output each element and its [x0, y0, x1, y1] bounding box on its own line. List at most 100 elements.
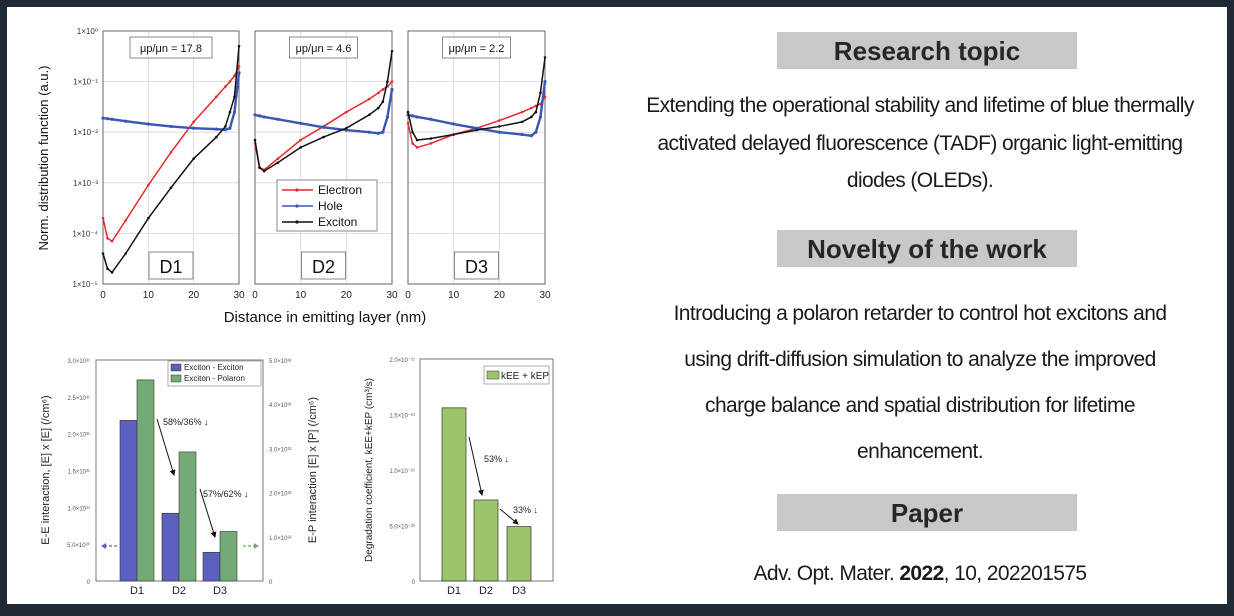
x-tick-label: D3	[213, 585, 227, 597]
mobility-ratio-label: μp/μn = 17.8	[129, 36, 213, 59]
x-tick-label: 0	[405, 290, 411, 301]
legend-item: Electron	[318, 183, 362, 197]
research-topic-text: Extending the operational stability and …	[620, 87, 1220, 200]
y-tick-label: 1×10⁰	[77, 27, 98, 36]
series-electron	[407, 96, 546, 149]
y-tick-label: 0	[412, 580, 416, 586]
figure-area: 1×10⁰ 1×10⁻¹ 1×10⁻² 1×10⁻³ 1×10⁻⁴ 1×10⁻⁵ Norm.…	[7, 7, 607, 604]
y-right-tick-label: 5.0×10³²	[269, 359, 292, 365]
novelty-line: Introducing a polaron retarder to contro…	[673, 302, 1167, 325]
bar-exciton-polaron	[219, 531, 238, 582]
x-tick-label: D2	[172, 585, 186, 597]
novelty-text: Introducing a polaron retarder to contro…	[620, 291, 1220, 475]
paper-year: 2022	[899, 562, 944, 585]
y-tick-label: 0	[87, 580, 91, 586]
degradation-bar-chart: 2.0×10⁻²¹ 1.5×10⁻²¹ 1.0×10⁻²¹ 5.0×10⁻²² 0 Deg…	[364, 358, 554, 597]
y-right-tick-label: 2.0×10³²	[269, 492, 292, 498]
y-axis-label: Norm. distribution function (a.u.)	[36, 66, 51, 251]
figure-svg: 1×10⁰ 1×10⁻¹ 1×10⁻² 1×10⁻³ 1×10⁻⁴ 1×10⁻⁵ Norm.…	[36, 27, 554, 597]
plot-frame	[254, 30, 393, 285]
mobility-ratio-label: μp/μn = 2.2	[442, 36, 511, 59]
paper-citation: Adv. Opt. Mater. 2022, 10, 202201575	[620, 560, 1220, 588]
bar-degradation	[506, 526, 532, 582]
bar-exciton-exciton	[119, 420, 138, 582]
device-label: D2	[301, 251, 346, 280]
y-tick-label: 2.0×10⁻²¹	[389, 358, 415, 364]
novelty-line: using drift-diffusion simulation to anal…	[684, 348, 1156, 371]
y-tick-label: 1×10⁻⁵	[72, 280, 98, 289]
x-tick-label: 20	[188, 290, 200, 301]
plot-frame	[407, 30, 546, 285]
y-right-tick-label: 0	[269, 580, 273, 586]
y-right-axis-label: E-P interaction [E] x [P] (/cm⁶)	[307, 397, 319, 543]
y-tick-label: 2.5×10³¹	[67, 396, 90, 402]
research-topic-line: activated delayed fluorescence (TADF) or…	[657, 131, 1183, 155]
paper-heading: Paper	[777, 494, 1077, 531]
series-electron	[102, 66, 240, 243]
reduction-annotation: 57%/62% ↓	[203, 489, 249, 499]
y-tick-label: 1×10⁻³	[73, 179, 98, 188]
y-right-tick-label: 4.0×10³²	[269, 403, 292, 409]
svg-text:μp/μn = 4.6: μp/μn = 4.6	[296, 43, 352, 55]
x-tick-label: 0	[252, 290, 258, 301]
x-tick-label: 30	[233, 290, 245, 301]
y-tick-label: 1×10⁻¹	[73, 78, 98, 87]
x-tick-label: 10	[295, 290, 307, 301]
svg-text:D2: D2	[312, 257, 335, 277]
device-label: D3	[454, 251, 499, 280]
bar-exciton-exciton	[202, 551, 221, 582]
x-tick-label: 20	[494, 290, 506, 301]
y-tick-label: 2.0×10³¹	[67, 433, 90, 439]
legend-item: Exciton - Exciton	[184, 363, 244, 372]
y-axis-label: E-E interaction, [E] x [E] (/cm⁶)	[40, 395, 52, 544]
novelty-heading: Novelty of the work	[777, 230, 1077, 267]
x-tick-label: 30	[386, 290, 398, 301]
info-panel: Research topic Extending the operational…	[620, 7, 1227, 604]
reduction-annotation: 58%/36% ↓	[163, 417, 209, 427]
y-tick-label: 3.0×10³¹	[67, 359, 90, 365]
x-tick-label: D2	[479, 585, 493, 597]
interaction-bar-chart: 3.0×10³¹ 2.5×10³¹ 2.0×10³¹ 1.5×10³¹ 1.0×10³¹…	[40, 359, 319, 597]
y-tick-label: 1.0×10³¹	[67, 506, 90, 512]
line-legend: Electron Hole Exciton	[276, 179, 378, 232]
y-tick-label: 1.5×10⁻²¹	[389, 414, 415, 420]
research-topic-line: Extending the operational stability and …	[646, 94, 1194, 117]
y-tick-label: 1×10⁻⁴	[72, 229, 98, 238]
series-exciton	[254, 51, 393, 173]
device-label: D1	[148, 251, 194, 280]
bar-exciton-exciton	[161, 512, 180, 582]
legend-item: Exciton	[318, 215, 357, 229]
x-tick-label: 10	[143, 290, 155, 301]
left-axis-arrow-icon	[101, 543, 106, 549]
x-axis-label: Distance in emitting layer (nm)	[224, 309, 427, 326]
distribution-plot-d3: 0 10 20 30 μp/μn = 2.2 D3	[405, 30, 551, 301]
y-right-tick-label: 1.0×10³²	[269, 536, 292, 542]
y-tick-label: 5.0×10³⁰	[67, 542, 91, 549]
y-tick-label: 1.5×10³¹	[67, 470, 90, 476]
legend-item: Exciton - Polaron	[184, 374, 245, 383]
bar-exciton-polaron	[178, 451, 197, 582]
legend-item: kEE + kEP	[501, 371, 549, 382]
slide-frame: 1×10⁰ 1×10⁻¹ 1×10⁻² 1×10⁻³ 1×10⁻⁴ 1×10⁻⁵ Norm.…	[7, 7, 1227, 604]
svg-text:D3: D3	[465, 257, 488, 277]
x-tick-label: 10	[448, 290, 460, 301]
series-exciton	[407, 57, 546, 141]
x-tick-label: 20	[341, 290, 353, 301]
y-tick-label: 1.0×10⁻²¹	[389, 469, 415, 475]
svg-text:μp/μn = 2.2: μp/μn = 2.2	[449, 43, 505, 55]
plot-frame	[102, 30, 240, 285]
reduction-annotation: 53% ↓	[484, 454, 509, 464]
x-tick-label: 30	[539, 290, 551, 301]
legend-item: Hole	[318, 199, 343, 213]
x-tick-label: D1	[447, 585, 461, 597]
bar-exciton-polaron	[136, 379, 155, 582]
bar-degradation	[473, 499, 499, 582]
y-right-tick-label: 3.0×10³²	[269, 447, 292, 453]
novelty-line: charge balance and spatial distribution …	[705, 394, 1136, 417]
series-exciton	[102, 46, 240, 274]
novelty-line: enhancement.	[857, 440, 984, 463]
mobility-ratio-label: μp/μn = 4.6	[289, 36, 358, 59]
bar-degradation	[441, 407, 467, 582]
svg-text:μp/μn = 17.8: μp/μn = 17.8	[140, 43, 202, 55]
research-topic-line: diodes (OLEDs).	[846, 169, 994, 192]
